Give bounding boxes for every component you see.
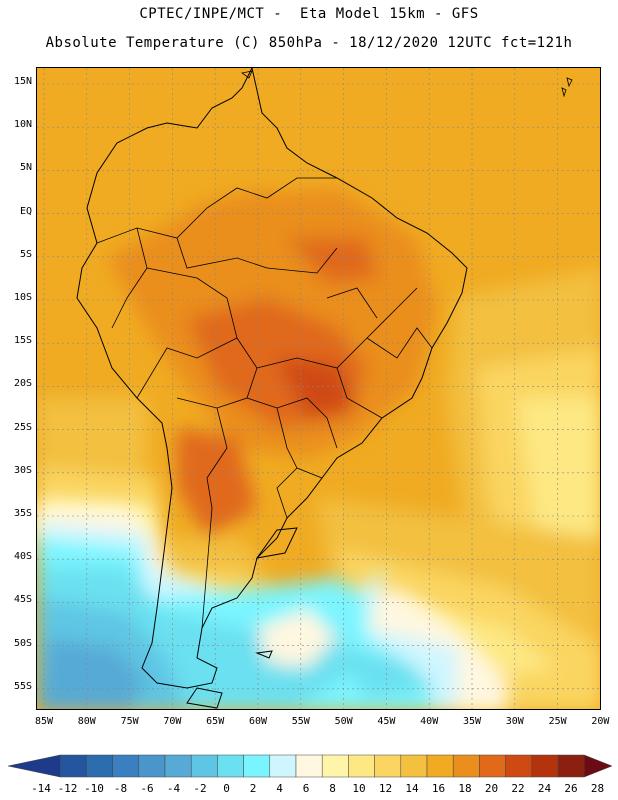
colorbar-label: 14: [405, 782, 419, 795]
colorbar-label: 10: [352, 782, 366, 795]
lon-label: 65W: [206, 716, 225, 727]
lat-label: 30S: [13, 464, 32, 476]
colorbar-label: 26: [564, 782, 578, 795]
colorbar-swatch: [86, 754, 113, 778]
coastlines: [76, 68, 468, 709]
colorbar-label: 28: [590, 782, 605, 795]
colorbar-swatch: [112, 754, 140, 778]
colorbar-label: 8: [329, 782, 336, 795]
colorbar-swatch: [138, 754, 166, 778]
colorbar-label: 24: [537, 782, 552, 795]
lat-label: 40S: [13, 551, 32, 563]
lat-label: 45S: [13, 594, 32, 606]
lon-label: 25W: [548, 716, 567, 727]
caribbean-islands: [241, 70, 573, 98]
colorbar-svg: [8, 754, 612, 778]
lat-label: 10N: [13, 119, 32, 131]
lat-label: EQ: [19, 205, 32, 217]
lat-label: 10S: [13, 292, 32, 303]
country-borders: [96, 177, 433, 629]
lat-label: 50S: [13, 637, 32, 649]
lon-label: 40W: [420, 716, 439, 727]
colorbar-swatch: [452, 754, 480, 778]
colorbar-label: -6: [140, 782, 154, 795]
colorbar-swatch: [531, 754, 559, 778]
colorbar-label: 0: [223, 782, 230, 795]
colorbar-high-arrow: [583, 754, 612, 778]
colorbar-swatch: [479, 754, 506, 778]
temperature-map: [36, 67, 601, 710]
colorbar-label: 4: [276, 782, 283, 795]
colorbar-label: 16: [431, 782, 446, 795]
lat-label: 15S: [13, 335, 32, 347]
colorbar-swatch: [295, 754, 323, 778]
colorbar-label: 20: [484, 782, 499, 795]
colorbar-label: -14: [31, 782, 51, 795]
colorbar-label: 6: [302, 782, 310, 795]
colorbar-swatch: [59, 754, 87, 778]
lat-label: 5N: [19, 162, 32, 174]
colorbar-low-arrow: [8, 754, 61, 778]
lon-label: 35W: [462, 716, 482, 727]
lon-label: 80W: [77, 716, 96, 727]
lon-label: 75W: [120, 716, 139, 727]
colorbar-label: 22: [511, 782, 525, 795]
lon-label: 30W: [505, 716, 524, 727]
gridlines: [37, 68, 600, 709]
chart-title-line2: Absolute Temperature (C) 850hPa - 18/12/…: [45, 35, 573, 51]
colorbar-label: -10: [84, 782, 104, 795]
map-canvas: [37, 68, 600, 709]
lon-label: 60W: [248, 716, 268, 727]
lat-label: 20S: [13, 378, 32, 390]
colorbar-swatch: [164, 754, 192, 778]
lat-label: 5S: [19, 248, 32, 260]
colorbar-swatch: [374, 754, 402, 778]
colorbar-label: -12: [57, 782, 78, 795]
colorbar-label: -4: [166, 782, 181, 795]
colorbar-label: 18: [458, 782, 472, 795]
lon-label: 85W: [34, 716, 54, 727]
lat-label: 15N: [13, 76, 32, 87]
lon-label: 50W: [334, 716, 353, 727]
lon-label: 55W: [291, 716, 310, 727]
chart-title-line1: CPTEC/INPE/MCT - Eta Model 15km - GFS: [139, 6, 479, 22]
colorbar-swatch: [400, 754, 428, 778]
colorbar-swatch: [426, 754, 454, 778]
cold-field: [37, 508, 507, 709]
colorbar-label: 12: [378, 782, 393, 795]
colorbar-swatch: [243, 754, 271, 778]
colorbar-swatch: [217, 754, 244, 778]
colorbar-swatch: [505, 754, 533, 778]
lon-label: 20W: [591, 716, 610, 727]
colorbar-swatch: [557, 754, 585, 778]
lon-label: 45W: [377, 716, 396, 727]
colorbar-label: -2: [193, 782, 207, 795]
colorbar-label: 2: [249, 782, 257, 795]
lat-label: 35S: [13, 508, 32, 519]
lat-label: 55S: [13, 680, 32, 692]
colorbar-swatch: [190, 754, 218, 778]
colorbar-swatch: [321, 754, 349, 778]
lon-label: 70W: [163, 716, 182, 727]
lat-label: 25S: [13, 421, 32, 433]
colorbar-swatch: [348, 754, 375, 778]
colorbar-label: -8: [113, 782, 128, 795]
colorbar-swatch: [269, 754, 297, 778]
